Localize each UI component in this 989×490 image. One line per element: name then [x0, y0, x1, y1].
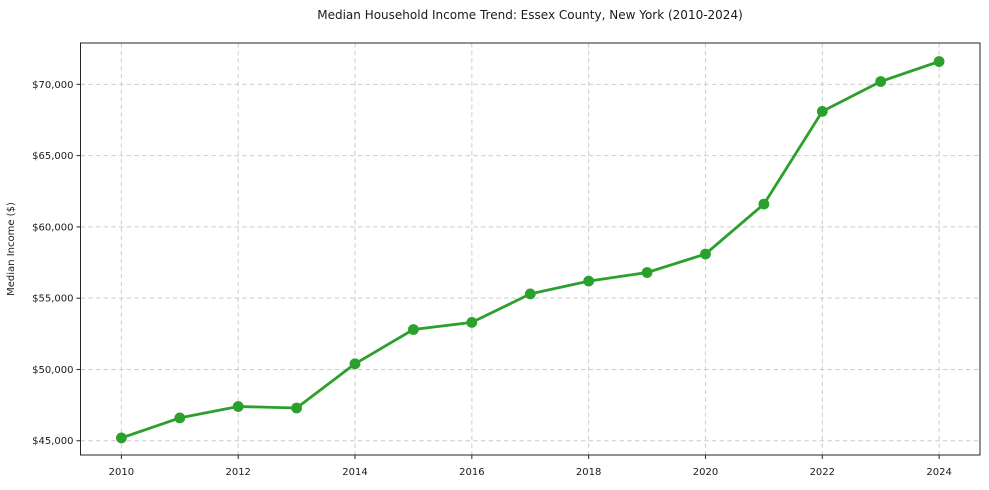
data-point	[700, 248, 711, 260]
x-tick-label: 2024	[926, 467, 951, 478]
y-tick-label: $65,000	[32, 151, 73, 162]
y-axis-label: Median Income ($)	[6, 202, 17, 296]
y-tick-label: $45,000	[32, 436, 73, 447]
data-series-layer	[116, 56, 945, 444]
y-tick-label: $70,000	[32, 80, 73, 91]
data-point	[291, 402, 302, 414]
data-point	[758, 198, 770, 210]
data-line	[120, 60, 941, 440]
data-point	[174, 412, 186, 424]
y-tick-label: $50,000	[32, 365, 73, 376]
grid-layer	[80, 43, 980, 455]
data-point	[641, 267, 653, 278]
x-tick-label: 2018	[576, 467, 601, 478]
y-tick-label: $55,000	[32, 294, 73, 305]
data-point	[524, 288, 536, 300]
axis-layer: 2010 2012 2014 2016 2018 2020 2022 2024 $45,000 $…	[32, 42, 981, 478]
data-point	[349, 358, 361, 370]
data-point	[466, 317, 478, 328]
data-point	[408, 324, 419, 335]
y-tick-label: $60,000	[32, 222, 73, 233]
x-tick-label: 2012	[225, 467, 250, 478]
data-point	[875, 76, 887, 87]
data-point	[933, 56, 945, 67]
chart-title: Median Household Income Trend: Essex Cou…	[317, 8, 743, 22]
x-tick-label: 2022	[810, 467, 835, 478]
x-tick-label: 2020	[693, 467, 718, 478]
data-point	[583, 275, 595, 287]
data-point	[232, 401, 244, 412]
plot-border	[80, 42, 981, 456]
data-point	[116, 432, 127, 444]
x-tick-label: 2016	[459, 467, 484, 478]
x-tick-label: 2010	[109, 467, 134, 478]
data-point	[816, 106, 828, 117]
x-tick-label: 2014	[342, 467, 367, 478]
